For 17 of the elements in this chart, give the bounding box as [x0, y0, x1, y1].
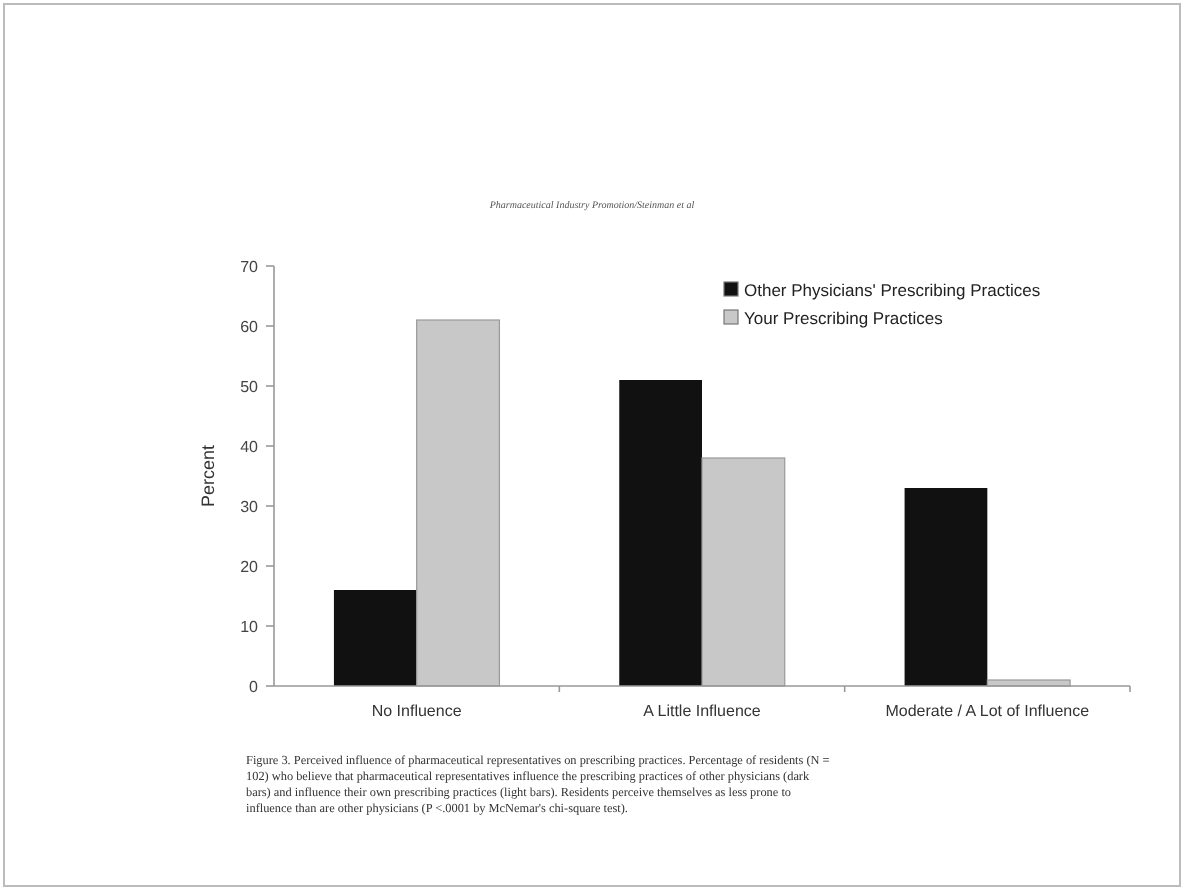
y-tick-label: 10: [240, 617, 260, 636]
bar: [904, 488, 988, 686]
y-tick-label: 50: [240, 377, 260, 396]
bar: [619, 380, 702, 686]
x-tick-label: Moderate / A Lot of Influence: [885, 702, 1091, 720]
y-tick-label: 60: [240, 317, 260, 336]
y-tick-label: 40: [240, 437, 260, 456]
bar: [333, 590, 417, 686]
legend-label: Your Prescribing Practices: [744, 307, 943, 328]
x-tick-label: A Little Influence: [643, 702, 762, 720]
legend-label: Other Physicians' Prescribing Practices: [744, 279, 1041, 300]
y-tick-label: 70: [240, 257, 260, 276]
x-tick-label: No Influence: [371, 702, 463, 720]
y-tick-label: 0: [249, 677, 260, 696]
y-axis-title: Percent: [198, 444, 218, 508]
y-tick-label: 20: [240, 557, 260, 576]
y-tick-label: 30: [240, 497, 260, 516]
